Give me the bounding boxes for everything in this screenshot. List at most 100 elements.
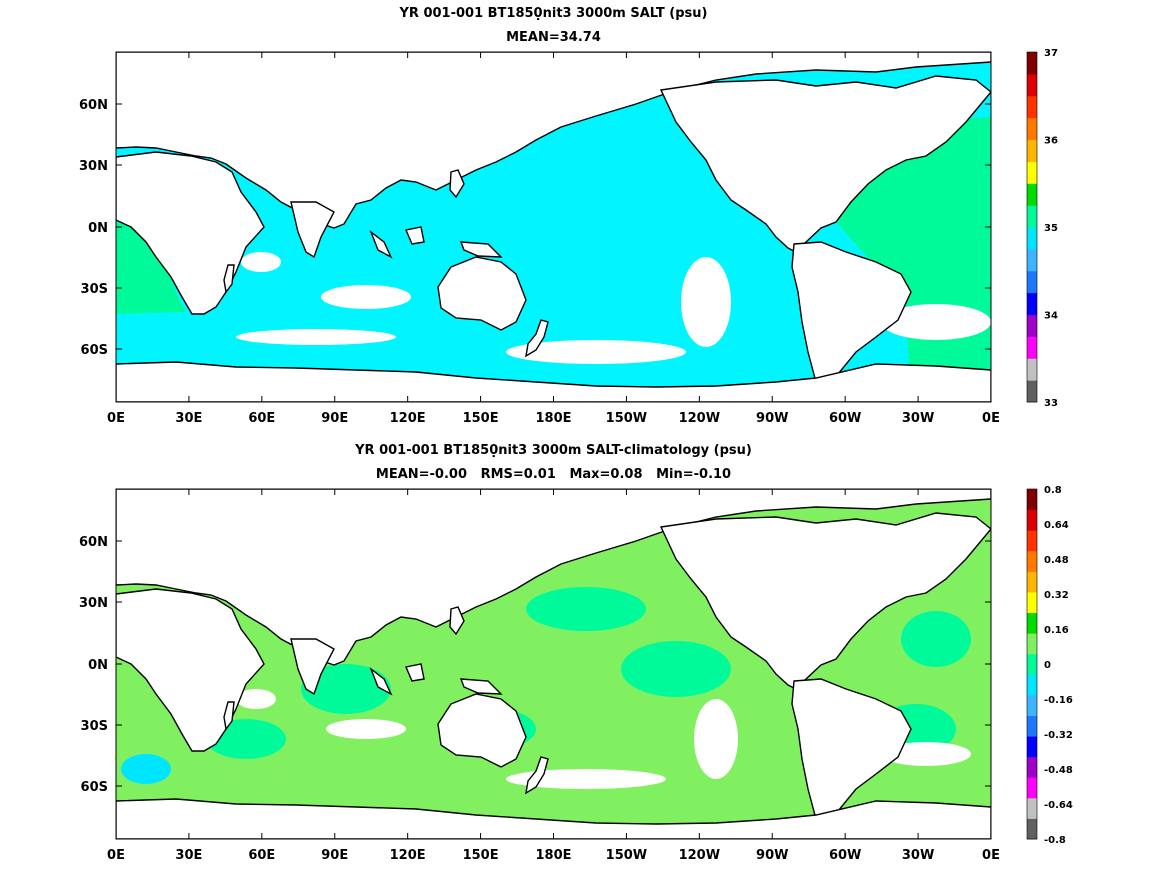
panel1-map [115, 51, 992, 403]
colorbar-label: 35 [1044, 223, 1058, 234]
colorbar-swatch [1027, 336, 1037, 359]
colorbar-swatch [1027, 571, 1037, 593]
colorbar-swatch [1027, 777, 1037, 799]
y-tick-label: 30N [79, 596, 108, 611]
colorbar-swatch [1027, 756, 1037, 778]
colorbar-swatch [1027, 612, 1037, 634]
panel2-stats: MEAN=-0.00 RMS=0.01 Max=0.08 Min=-0.10 [375, 467, 732, 482]
x-tick-label: 0E [107, 848, 125, 863]
colorbar-label: 0.64 [1044, 520, 1069, 531]
colorbar-swatch [1027, 797, 1037, 819]
panel2-colorbar: 0.8 0.64 0.48 0.32 0.16 0 -0.16 -0.32 -0.48 -0.64… [1026, 485, 1073, 846]
panel1-title: YR 001-001 BT1850̣nit3 3000m SALT (psu) [399, 6, 708, 21]
x-tick-label: 0E [982, 848, 1000, 863]
colorbar-label: -0.16 [1044, 695, 1073, 706]
colorbar-swatch [1027, 314, 1037, 337]
colorbar-label: 0 [1044, 660, 1051, 671]
x-tick-label: 120E [390, 848, 426, 863]
y-tick-label: 60N [79, 98, 108, 113]
x-tick-label: 180E [535, 848, 571, 863]
colorbar-swatch [1027, 183, 1037, 206]
x-tick-label: 180E [535, 411, 571, 426]
colorbar-swatch [1027, 117, 1037, 140]
x-tick-label: 150E [463, 848, 499, 863]
colorbar-swatch [1027, 227, 1037, 250]
colorbar-swatch [1027, 73, 1037, 97]
panel2-map [115, 488, 992, 840]
y-tick-label: 60S [81, 343, 108, 358]
x-tick-label: 150W [606, 848, 647, 863]
colorbar-swatch [1027, 736, 1037, 758]
colorbar-label: 36 [1044, 136, 1058, 147]
colorbar-swatch [1027, 270, 1037, 294]
colorbar-swatch [1027, 52, 1037, 75]
colorbar-label: -0.48 [1044, 765, 1073, 776]
x-tick-label: 0E [982, 411, 1000, 426]
x-tick-label: 60E [248, 411, 275, 426]
colorbar-frame [1026, 51, 1038, 403]
panel1-y-axis: 60N 30N 0N 30S 60S [79, 98, 991, 358]
x-tick-label: 90W [756, 411, 788, 426]
panel1-x-axis: 0E 30E 60E 90E 120E 150E 180E 150W 120W 90W 60W 30W… [107, 52, 1000, 426]
colorbar-label: 33 [1044, 398, 1058, 409]
x-tick-label: 120E [390, 411, 426, 426]
x-tick-label: 60E [248, 848, 275, 863]
y-tick-label: 0N [88, 658, 108, 673]
colorbar-swatch [1027, 161, 1037, 184]
panel2-title: YR 001-001 BT1850̣nit3 3000m SALT-climat… [355, 443, 752, 458]
panel2-y-axis: 60N 30N 0N 30S 60S [79, 535, 991, 795]
colorbar-frame [1026, 488, 1038, 840]
colorbar-label: -0.32 [1044, 730, 1073, 741]
panel1-stats: MEAN=34.74 [506, 30, 601, 45]
colorbar-swatch [1027, 715, 1037, 737]
y-tick-label: 0N [88, 221, 108, 236]
colorbar-swatch [1027, 550, 1037, 572]
colorbar-swatch [1027, 358, 1037, 381]
colorbar-swatch [1027, 509, 1037, 531]
colorbar-swatch [1027, 530, 1037, 552]
colorbar-swatch [1027, 653, 1037, 675]
y-tick-label: 60S [81, 780, 108, 795]
y-tick-label: 30S [81, 282, 108, 297]
colorbar-swatch [1027, 674, 1037, 696]
x-tick-label: 90W [756, 848, 788, 863]
panel2-x-axis: 0E 30E 60E 90E 120E 150E 180E 150W 120W 90W 60W 30W… [107, 489, 1000, 863]
colorbar-swatch [1027, 818, 1037, 840]
x-tick-label: 30W [902, 848, 934, 863]
y-tick-label: 30N [79, 159, 108, 174]
x-tick-label: 30W [902, 411, 934, 426]
panel1-colorbar: 37 36 35 34 33 [1026, 48, 1058, 409]
colorbar-swatch [1027, 633, 1037, 655]
y-tick-label: 30S [81, 719, 108, 734]
colorbar-label: 34 [1044, 311, 1058, 322]
colorbar-label: 0.16 [1044, 625, 1069, 636]
colorbar-label: -0.64 [1044, 800, 1073, 811]
y-tick-label: 60N [79, 535, 108, 550]
colorbar-swatch [1027, 205, 1037, 228]
x-tick-label: 30E [175, 848, 202, 863]
x-tick-label: 90E [321, 411, 348, 426]
x-tick-label: 90E [321, 848, 348, 863]
colorbar-swatch [1027, 380, 1037, 403]
colorbar-swatch [1027, 489, 1037, 511]
colorbar-label: 0.32 [1044, 590, 1069, 601]
x-tick-label: 150W [606, 411, 647, 426]
colorbar-swatch [1027, 694, 1037, 716]
x-tick-label: 120W [679, 848, 720, 863]
x-tick-label: 60W [829, 848, 861, 863]
x-tick-label: 150E [463, 411, 499, 426]
x-tick-label: 60W [829, 411, 861, 426]
colorbar-label: 0.48 [1044, 555, 1069, 566]
x-tick-label: 30E [175, 411, 202, 426]
x-tick-label: 0E [107, 411, 125, 426]
colorbar-label: -0.8 [1044, 835, 1066, 846]
colorbar-swatch [1027, 139, 1037, 162]
colorbar-swatch [1027, 95, 1037, 119]
colorbar-label: 0.8 [1044, 485, 1062, 496]
colorbar-swatch [1027, 591, 1037, 614]
colorbar-swatch [1027, 248, 1037, 272]
x-tick-label: 120W [679, 411, 720, 426]
colorbar-label: 37 [1044, 48, 1058, 59]
colorbar-swatch [1027, 292, 1037, 315]
